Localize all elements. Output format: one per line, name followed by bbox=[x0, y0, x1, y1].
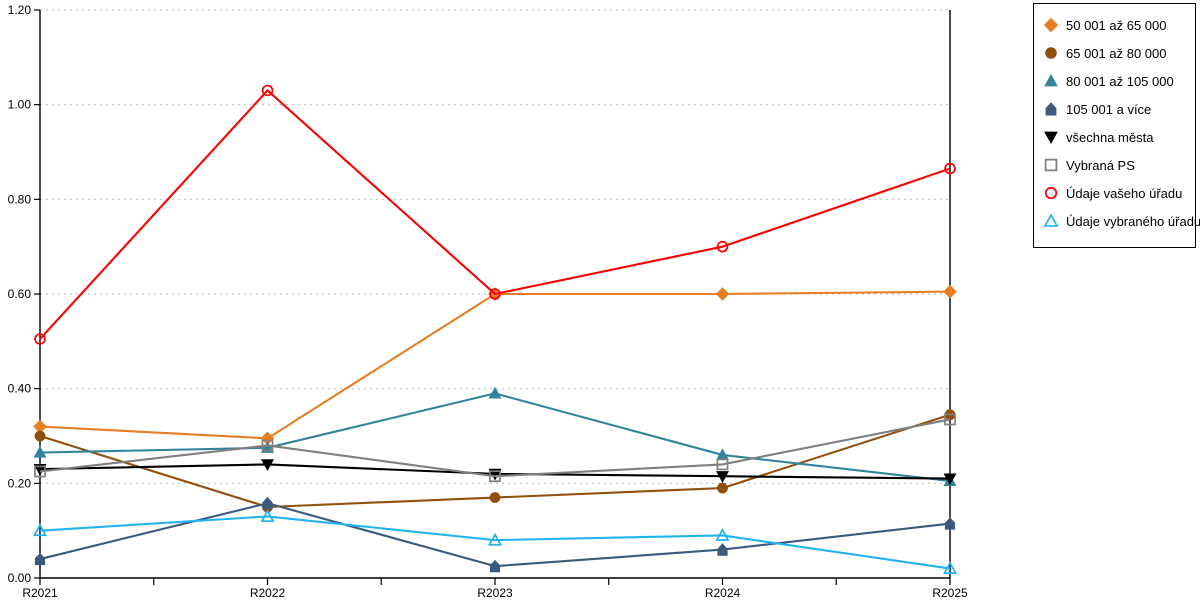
diamond-marker bbox=[715, 287, 730, 301]
triangle-up-marker bbox=[32, 523, 48, 537]
circle-legend-icon bbox=[1044, 186, 1058, 200]
legend-label: Údaje vašeho úřadu bbox=[1066, 185, 1183, 201]
x-tick-label: R2023 bbox=[477, 586, 513, 600]
circle-marker bbox=[716, 240, 729, 253]
circle-marker bbox=[1045, 47, 1057, 59]
house-marker bbox=[944, 517, 956, 530]
diamond-marker bbox=[1043, 17, 1059, 33]
triangle-up-marker bbox=[33, 445, 47, 458]
legend-label: Údaje vybraného úřadu bbox=[1066, 213, 1200, 229]
x-tick-label: R2024 bbox=[705, 586, 741, 600]
circle-legend-icon bbox=[1045, 47, 1057, 59]
triangle-up-legend-icon bbox=[1043, 213, 1059, 227]
house-legend-icon bbox=[1045, 102, 1057, 116]
x-tick-label: R2021 bbox=[22, 586, 58, 600]
y-tick-label: 1.20 bbox=[8, 3, 32, 17]
triangle-up-marker bbox=[1043, 213, 1059, 227]
circle-marker bbox=[489, 492, 501, 503]
legend-label: 65 001 až 80 000 bbox=[1066, 45, 1167, 61]
legend-label: 80 001 až 105 000 bbox=[1066, 73, 1174, 89]
square-marker bbox=[716, 458, 729, 471]
square-legend-icon bbox=[1044, 158, 1058, 172]
triangle-up-marker bbox=[488, 386, 502, 399]
triangle-up-legend-icon bbox=[1044, 73, 1058, 87]
square-marker bbox=[34, 465, 46, 478]
square-marker bbox=[489, 470, 501, 483]
legend-label: Vybraná PS bbox=[1066, 157, 1135, 173]
square-marker bbox=[1044, 158, 1058, 172]
legend-label: 50 001 až 65 000 bbox=[1066, 17, 1167, 33]
y-tick-label: 0.40 bbox=[8, 382, 32, 396]
triangle-down-marker bbox=[943, 473, 957, 486]
legend-label: 105 001 a více bbox=[1066, 101, 1152, 117]
series-line bbox=[39, 392, 951, 483]
legend-item: 105 001 a více bbox=[1043, 95, 1191, 123]
y-tick-label: 0.00 bbox=[8, 571, 32, 585]
circle-marker bbox=[1044, 186, 1058, 200]
circle-marker bbox=[489, 288, 501, 300]
house-marker bbox=[717, 543, 728, 556]
triangle-down-legend-icon bbox=[1044, 131, 1058, 145]
series-line bbox=[39, 515, 951, 570]
x-tick-label: R2025 bbox=[932, 586, 968, 600]
diamond-marker bbox=[943, 284, 957, 299]
circle-marker bbox=[717, 482, 728, 494]
x-tick-label: R2022 bbox=[250, 586, 286, 600]
triangle-up-marker bbox=[260, 509, 275, 522]
diamond-legend-icon bbox=[1043, 17, 1059, 33]
y-tick-label: 1.00 bbox=[8, 98, 32, 112]
legend-item: všechna města bbox=[1043, 123, 1191, 151]
circle-marker bbox=[34, 430, 46, 442]
triangle-up-marker bbox=[1044, 73, 1058, 87]
legend-item: Vybraná PS bbox=[1043, 151, 1191, 179]
legend-item: 50 001 až 65 000 bbox=[1043, 11, 1191, 39]
legend-item: 80 001 až 105 000 bbox=[1043, 67, 1191, 95]
triangle-up-marker bbox=[487, 532, 503, 546]
y-tick-label: 0.80 bbox=[8, 192, 32, 206]
legend-item: Údaje vašeho úřadu bbox=[1043, 179, 1191, 207]
circle-marker bbox=[34, 333, 46, 345]
circle-marker bbox=[944, 162, 956, 175]
square-marker bbox=[261, 439, 274, 452]
triangle-up-marker bbox=[942, 561, 958, 574]
triangle-down-marker bbox=[1044, 131, 1058, 145]
triangle-down-marker bbox=[261, 459, 274, 472]
series-line bbox=[39, 89, 951, 340]
y-tick-label: 0.60 bbox=[8, 287, 32, 301]
legend-item: 65 001 až 80 000 bbox=[1043, 39, 1191, 67]
series-line bbox=[39, 418, 951, 478]
legend-item: Údaje vybraného úřadu bbox=[1043, 207, 1200, 235]
triangle-up-marker bbox=[715, 528, 730, 541]
house-marker bbox=[489, 559, 501, 573]
house-marker bbox=[1045, 102, 1057, 116]
square-marker bbox=[944, 413, 956, 426]
triangle-down-marker bbox=[716, 471, 729, 483]
house-marker bbox=[34, 552, 46, 566]
line-chart-plot: 0.00 0.20 0.40 0.60 0.80 1.00 1.20 R2021 R2022 R2… bbox=[8, 3, 968, 600]
legend-label: všechna města bbox=[1066, 129, 1154, 145]
y-tick-label: 0.20 bbox=[8, 476, 32, 490]
house-marker bbox=[262, 496, 273, 510]
series-line bbox=[39, 290, 951, 440]
circle-marker bbox=[261, 84, 274, 97]
chart-legend: 50 001 až 65 000 65 001 až 80 000 80 001 a… bbox=[1033, 3, 1200, 248]
